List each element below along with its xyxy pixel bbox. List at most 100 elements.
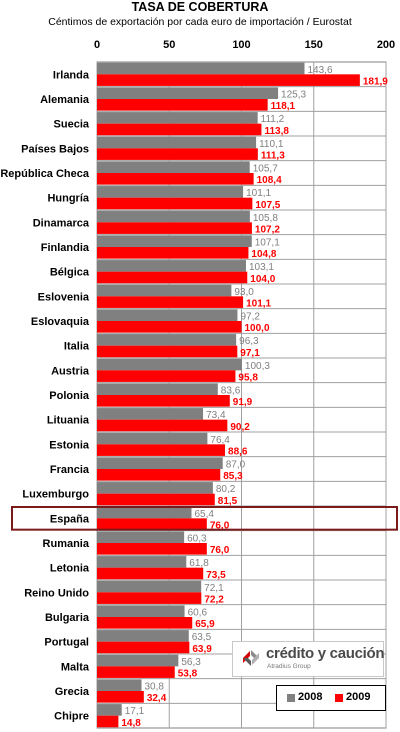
data-label-2008: 76,4 [210, 435, 230, 446]
data-label-2008: 87,0 [226, 460, 246, 471]
bar-2009 [97, 345, 238, 358]
bar-2009 [97, 247, 249, 259]
chart-legend: 2008 2009 [276, 685, 386, 711]
category-label: Grecia [55, 686, 90, 698]
bar-2008 [97, 358, 242, 371]
bar-2008 [97, 679, 142, 691]
category-label: Irlanda [53, 69, 90, 81]
category-label: España [50, 513, 90, 525]
bar-2008 [97, 457, 223, 469]
data-label-2008: 60,6 [188, 608, 208, 619]
bar-2008 [97, 112, 258, 124]
data-label-2009: 85,3 [223, 471, 243, 482]
category-label: Hungría [47, 193, 89, 205]
bar-2008 [97, 531, 185, 543]
bar-2008 [97, 383, 218, 395]
data-label-2009: 91,9 [233, 397, 253, 408]
bar-2009 [97, 493, 215, 506]
data-label-2009: 72,2 [204, 594, 224, 605]
data-label-2008: 125,3 [281, 90, 306, 101]
data-label-2009: 76,0 [210, 520, 230, 531]
data-label-2008: 30,8 [145, 682, 165, 693]
legend-label-2008: 2008 [298, 691, 323, 703]
data-label-2009: 88,6 [228, 446, 248, 457]
category-label: Lituania [47, 415, 90, 427]
data-label-2009: 108,4 [257, 175, 282, 186]
bar-2009 [97, 469, 221, 481]
data-label-2009: 53,8 [178, 668, 198, 679]
data-label-2008: 65,4 [195, 509, 215, 520]
category-label: Rumania [43, 538, 90, 550]
x-tick-label: 150 [305, 39, 323, 51]
category-label: Alemania [40, 94, 90, 106]
category-label: Italia [64, 341, 90, 353]
data-label-2008: 72,1 [204, 583, 224, 594]
bar-2009 [97, 715, 119, 728]
logo-mark-icon [243, 650, 259, 666]
category-label: Eslovenia [38, 291, 90, 303]
data-label-2009: 73,5 [206, 570, 226, 581]
bar-2009 [97, 641, 190, 654]
data-label-2008: 56,3 [181, 657, 201, 668]
data-label-2009: 90,2 [230, 422, 250, 433]
chart-title: TASA DE COBERTURA [131, 0, 269, 14]
data-label-2008: 60,3 [187, 534, 207, 545]
data-label-2009: 113,8 [264, 126, 289, 137]
data-label-2008: 143,6 [308, 65, 333, 76]
data-label-2008: 93,0 [234, 287, 254, 298]
data-label-2008: 83,6 [221, 386, 241, 397]
bar-2009 [97, 173, 254, 185]
bar-2008 [97, 605, 185, 617]
bar-2009 [97, 419, 228, 432]
x-tick-label: 50 [163, 39, 175, 51]
bar-2009 [97, 567, 204, 580]
category-label: Polonia [49, 390, 90, 402]
bar-2008 [97, 161, 250, 173]
highlight-box [11, 506, 398, 531]
bar-2009 [97, 123, 262, 136]
chart-subtitle: Céntimos de exportación por cada euro de… [48, 16, 352, 28]
bar-2008 [97, 432, 208, 445]
data-label-2009: 63,9 [192, 644, 212, 655]
bar-2008 [97, 87, 279, 99]
bar-2009 [97, 543, 207, 555]
data-label-2008: 97,2 [240, 312, 260, 323]
legend-swatch-2008 [287, 694, 295, 702]
bar-2009 [97, 148, 258, 160]
data-label-2009: 104,8 [251, 249, 276, 260]
bar-2009 [97, 271, 248, 284]
data-label-2008: 103,1 [249, 262, 274, 273]
category-label: Portugal [44, 637, 89, 649]
data-label-2009: 32,4 [147, 693, 167, 704]
category-label: República Checa [0, 168, 90, 180]
category-label: Países Bajos [21, 143, 89, 155]
bar-2009 [97, 395, 230, 407]
bar-2008 [97, 210, 250, 223]
bar-2008 [97, 309, 238, 321]
data-label-2008: 100,3 [245, 361, 270, 372]
category-label: Letonia [50, 563, 90, 575]
bar-2008 [97, 556, 187, 568]
bar-2009 [97, 617, 193, 629]
category-label: Bélgica [50, 267, 90, 279]
category-label: Bulgaria [45, 612, 90, 624]
logo-subtext: Atradius Group [267, 663, 311, 670]
logo-text: crédito y caución [266, 645, 385, 662]
bar-2009 [97, 74, 360, 86]
category-label: Dinamarca [33, 217, 90, 229]
bar-2008 [97, 62, 305, 75]
bar-2009 [97, 197, 253, 210]
category-label: Chipre [54, 711, 89, 723]
bar-2009 [97, 222, 252, 234]
data-label-2009: 107,2 [255, 224, 280, 235]
bar-2008 [97, 408, 204, 420]
bar-2009 [97, 592, 202, 604]
data-label-2008: 107,1 [255, 238, 280, 249]
data-label-2008: 96,3 [239, 336, 259, 347]
bar-2008 [97, 506, 192, 519]
bar-2008 [97, 260, 246, 272]
data-label-2009: 76,0 [210, 545, 230, 556]
bar-2009 [97, 370, 236, 382]
data-label-2009: 81,5 [218, 496, 238, 507]
